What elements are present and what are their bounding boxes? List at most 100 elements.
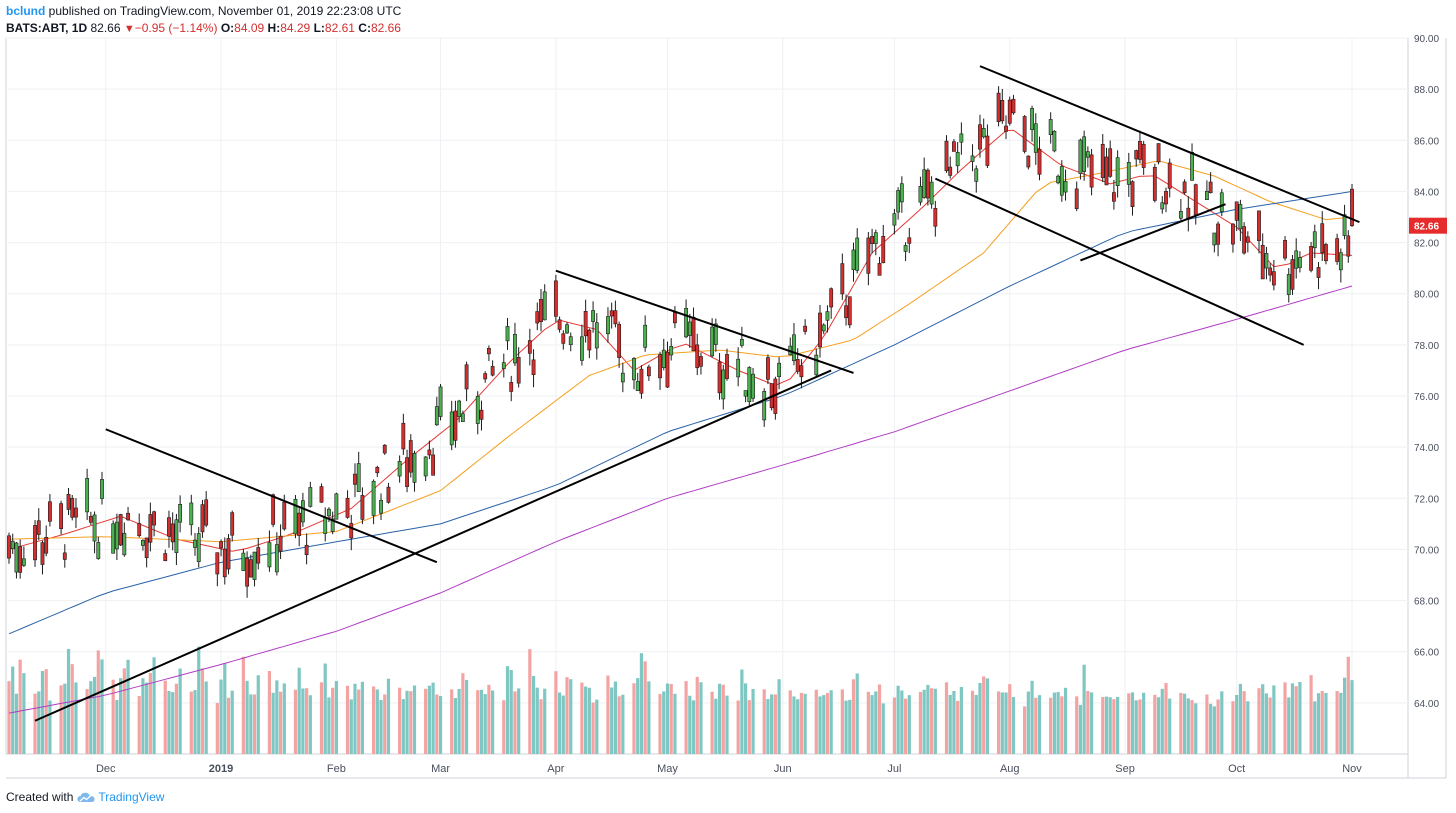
candle-body [345,497,350,518]
candle-body [646,366,651,377]
volume-bar [293,689,298,754]
time-tick-label: Dec [96,763,116,775]
volume-bar [1246,701,1250,754]
tradingview-cloud-icon [77,792,95,802]
candle-body [847,296,852,326]
candle-body [1238,204,1243,230]
candle-body [795,359,800,372]
candle-body [1260,244,1265,280]
volume-bar [595,699,599,754]
volume-bar [539,699,543,754]
volume-bar [636,678,640,754]
volume-bar [643,661,647,754]
volume-bar [557,692,562,754]
candle-body [739,338,744,346]
volume-bar [63,683,67,754]
candle-body [1205,190,1209,201]
candle-body [959,133,964,143]
volume-bar [424,688,428,754]
candle-body [866,237,871,274]
volume-bar [141,678,145,754]
volume-bar [933,688,937,754]
candle-body [617,323,622,358]
candle-body [88,516,93,523]
volume-bar [241,656,245,754]
author-link[interactable]: bclund [6,4,46,18]
price-tick-label: 84.00 [1414,187,1439,198]
volume-bar [230,690,234,754]
candle-body [583,311,588,337]
volume-bar [766,699,770,754]
volume-bar [1011,697,1016,754]
volume-bar [319,682,324,754]
volume-bar [386,678,391,754]
volume-bar [1104,696,1109,754]
close-label: C: [358,21,371,35]
trend-line [934,177,1305,346]
candle-body [215,552,220,575]
candle-body [141,540,145,546]
volume-bar [74,682,78,754]
volume-bar [1235,694,1239,754]
candle-body [163,553,168,562]
candle-body [464,364,469,390]
price-tick-label: 68.00 [1414,597,1439,608]
candle-body [137,523,142,537]
volume-bar [278,691,283,754]
volume-bar [167,690,171,754]
candle-body [170,523,175,543]
candle-body [412,453,417,483]
candle-body [925,169,930,199]
candle-body [1290,259,1295,290]
candle-body [513,333,517,364]
candle-body [1100,143,1105,178]
volume-bar [1060,696,1064,754]
candle-body [907,237,912,244]
volume-bar [1127,693,1131,754]
candle-body [222,548,227,578]
candle-body [873,232,878,244]
candle-body [457,400,462,418]
volume-bar [903,698,908,754]
volume-bar [918,691,923,754]
tradingview-link[interactable]: TradingView [77,789,164,805]
candle-body [174,519,179,553]
candle-body [684,308,688,338]
candle-body [974,168,979,182]
candle-body [1234,201,1239,221]
candle-body [96,542,101,559]
candle-body [401,422,406,450]
volume-bar [357,689,361,754]
volume-bar [85,689,89,754]
volume-bar [1313,701,1317,754]
time-tick-label: Sep [1115,763,1135,775]
volume-bar [1186,698,1190,754]
candle-body [725,354,729,379]
volume-bar [11,666,15,754]
volume-bar [189,691,193,754]
volume-bar [874,691,878,754]
volume-bar [323,663,327,754]
volume-bar [1004,692,1008,754]
volume-bar [1063,687,1068,754]
candle-body [1178,211,1183,219]
volume-bar [829,690,833,754]
price-tick-label: 80.00 [1414,290,1439,301]
volume-bar [92,676,97,754]
candle-body [148,514,153,543]
volume-bar [453,698,458,754]
volume-bar [1272,685,1276,754]
price-tick-label: 88.00 [1414,85,1439,96]
volume-bar [569,679,573,754]
volume-bar [1205,694,1209,754]
volume-bar [308,695,312,754]
volume-bar [461,673,465,754]
candle-body [21,558,26,566]
volume-bar [1089,692,1094,754]
candle-body [1160,202,1165,210]
volume-bar [1049,697,1053,754]
candle-body [1312,231,1317,249]
volume-bar [591,702,595,754]
volume-bar [1190,700,1194,754]
